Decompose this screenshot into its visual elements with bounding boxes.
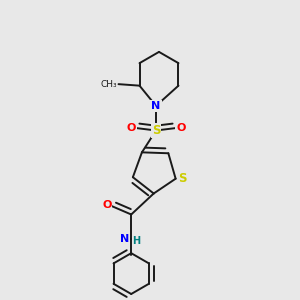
Text: S: S	[178, 172, 187, 185]
Text: O: O	[102, 200, 112, 210]
Text: S: S	[152, 124, 160, 137]
Text: H: H	[133, 236, 141, 246]
Text: N: N	[152, 101, 160, 111]
Text: O: O	[176, 123, 186, 133]
Text: CH₃: CH₃	[100, 80, 117, 89]
Text: O: O	[126, 123, 136, 133]
Text: N: N	[120, 234, 129, 244]
